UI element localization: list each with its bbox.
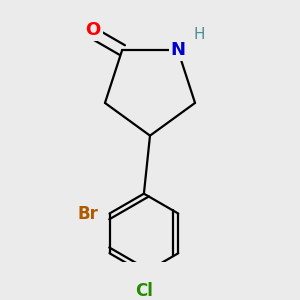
Text: N: N xyxy=(170,41,185,59)
Text: Cl: Cl xyxy=(135,282,153,300)
Text: O: O xyxy=(85,21,101,39)
Text: H: H xyxy=(194,27,205,42)
Text: Br: Br xyxy=(78,205,99,223)
